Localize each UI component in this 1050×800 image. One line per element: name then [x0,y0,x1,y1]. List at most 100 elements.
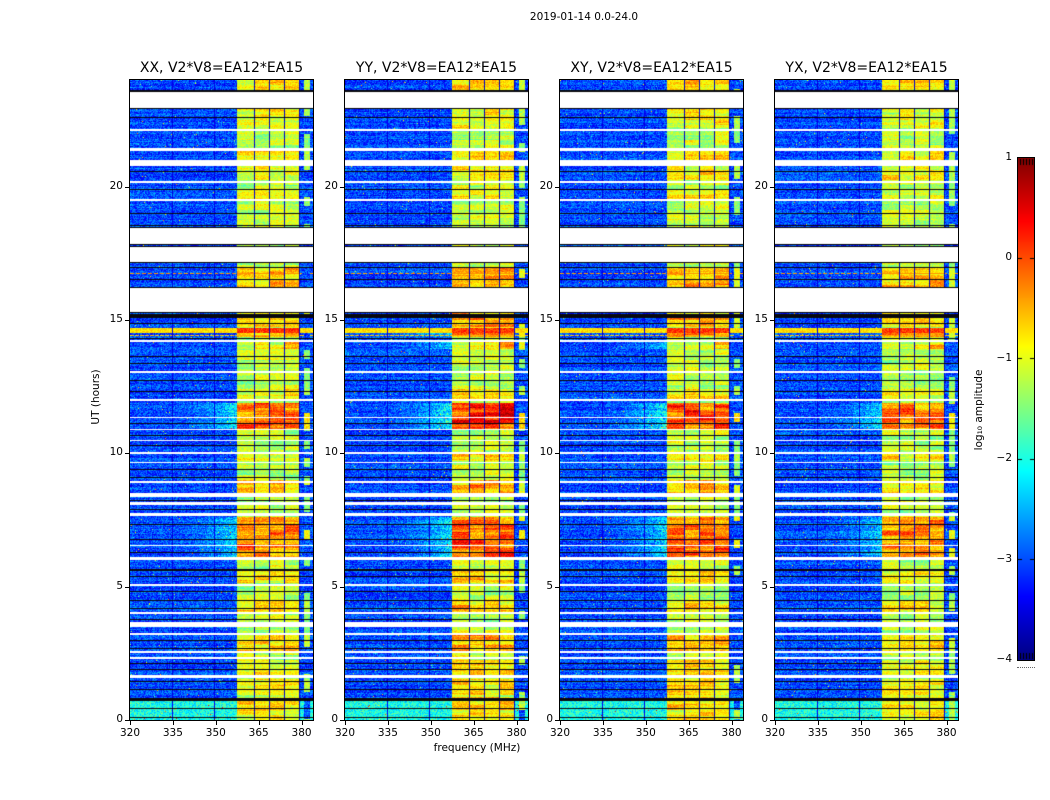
colorbar-label: log₁₀ amplitude [973,369,985,451]
y-tick-label: 15 [324,313,338,325]
x-tick-label: 335 [592,727,613,739]
y-tick-label: 5 [116,579,123,592]
x-tick [946,721,948,725]
x-tick [516,721,518,725]
x-tick-label: 350 [420,727,441,739]
x-tick [645,721,647,725]
y-tick [125,320,129,321]
colorbar-tick-label: −3 [996,552,1012,565]
y-tick-label: 20 [539,179,553,192]
y-tick-label: 10 [109,446,123,459]
panel-title-xx: XX, V2*V8=EA12*EA15 [139,60,304,76]
x-tick-label: 380 [936,727,957,739]
colorbar-tick-label: −4 [996,653,1012,665]
y-tick [770,186,774,188]
y-tick-label: 5 [761,579,768,592]
y-tick [770,720,774,721]
y-tick-label: 20 [324,179,338,192]
panel-title-yy: YY, V2*V8=EA12*EA15 [355,60,518,76]
x-tick [172,721,174,725]
x-tick-label: 320 [334,727,356,739]
y-tick-label: 15 [539,313,553,325]
colorbar-tick-label: 0 [1005,251,1012,264]
y-tick [340,320,344,321]
y-tick-label: 10 [324,446,338,459]
x-tick [430,721,432,725]
x-tick-label: 380 [506,727,527,739]
y-tick [125,720,129,721]
y-tick [555,453,559,455]
colorbar-tick-label: −1 [996,351,1012,364]
y-tick-label: 10 [754,446,768,459]
colorbar-tick-label: −2 [996,452,1012,465]
x-tick [688,721,690,725]
y-tick [770,586,774,588]
x-tick [387,721,389,725]
x-tick [731,721,733,725]
x-tick-label: 350 [205,727,226,739]
spectrogram-canvas-yy [345,80,528,720]
y-tick-label: 0 [331,713,338,725]
x-tick-label: 365 [893,727,914,739]
spectrogram-panel-xx [129,79,314,721]
x-tick [473,721,475,725]
x-tick [602,721,604,725]
y-tick-label: 20 [109,179,123,192]
y-axis-label: UT (hours) [90,369,102,425]
y-tick-label: 5 [331,579,338,592]
spectrogram-panel-yx [774,79,959,721]
colorbar-extension-dots [1017,667,1035,668]
y-tick [555,586,559,588]
y-tick-label: 15 [754,313,768,325]
colorbar-tick-label: 1 [1005,151,1012,163]
x-tick-label: 365 [463,727,484,739]
y-tick [340,586,344,588]
y-tick [340,720,344,721]
y-tick [770,453,774,455]
x-tick [301,721,303,725]
x-tick-label: 350 [635,727,656,739]
x-tick-label: 320 [549,727,571,739]
x-tick [860,721,862,725]
x-tick-label: 350 [850,727,871,739]
y-tick [125,186,129,188]
x-tick-label: 335 [162,727,183,739]
spectrogram-canvas-xy [560,80,743,720]
colorbar-gradient [1018,158,1034,660]
y-tick [340,186,344,188]
y-tick-label: 0 [116,713,123,725]
y-tick [555,186,559,188]
x-tick-label: 365 [678,727,699,739]
y-tick [555,720,559,721]
x-tick [258,721,260,725]
figure-title: 2019-01-14 0.0-24.0 [529,11,639,23]
x-tick [345,721,346,725]
x-tick [215,721,217,725]
x-tick-label: 380 [721,727,742,739]
panel-title-xy: XY, V2*V8=EA12*EA15 [570,60,733,76]
y-tick-label: 10 [539,446,553,459]
x-tick [130,721,131,725]
x-tick [775,721,776,725]
spectrogram-canvas-yx [775,80,958,720]
y-tick [770,320,774,321]
y-tick-label: 0 [761,713,768,725]
x-tick-label: 320 [119,727,141,739]
spectrogram-canvas-xx [130,80,313,720]
x-tick-label: 365 [248,727,269,739]
spectrogram-panel-xy [559,79,744,721]
x-tick [903,721,905,725]
x-tick-label: 335 [377,727,398,739]
spectrogram-panel-yy [344,79,529,721]
y-tick-label: 0 [546,713,553,725]
y-tick-label: 5 [546,579,553,592]
panel-title-yx: YX, V2*V8=EA12*EA15 [785,60,948,76]
y-tick-label: 20 [754,179,768,192]
y-tick [340,453,344,455]
x-axis-label: frequency (MHz) [433,742,521,754]
x-tick [817,721,819,725]
y-tick [555,320,559,321]
x-tick-label: 380 [291,727,312,739]
x-tick-label: 320 [764,727,786,739]
